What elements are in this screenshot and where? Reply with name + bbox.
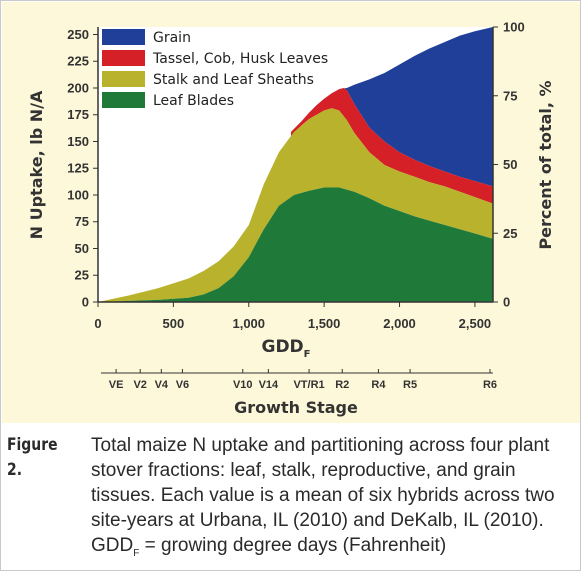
growth-stage-label: VT/R1 — [293, 379, 324, 391]
growth-stage-label: R5 — [403, 379, 417, 391]
growth-stage-title: Growth Stage — [234, 398, 358, 417]
growth-stage-label: V2 — [133, 379, 146, 391]
y-tick-label: 125 — [67, 161, 89, 176]
legend-swatch-leaf-blades — [102, 92, 145, 108]
series-area-tassel-cob-husk-leaves — [291, 88, 493, 204]
x-tick-label: 2,500 — [459, 316, 492, 331]
x-tick-label: 0 — [94, 316, 101, 331]
y-axis-title-left: N Uptake, lb N/A — [27, 90, 46, 239]
y-tick-label: 225 — [67, 54, 89, 69]
legend-label-grain: Grain — [153, 30, 191, 46]
legend-label-leaf-blades: Leaf Blades — [153, 93, 234, 109]
y-tick-label: 25 — [75, 268, 89, 283]
y-tick-label: 150 — [67, 134, 89, 149]
y-right-tick-label: 75 — [503, 88, 517, 103]
caption-subscript: F — [133, 547, 140, 559]
legend-label-stalk-and-leaf-sheaths: Stalk and Leaf Sheaths — [153, 72, 314, 88]
caption-text: Total maize N uptake and partitioning ac… — [91, 433, 573, 566]
n-uptake-chart: 0 25 50 75 100 125 150 175 200 225 250 0 25 50 75 100 0 5… — [27, 20, 555, 418]
legend-swatch-tassel-cob-husk-leaves — [102, 50, 145, 66]
x-tick-label: 500 — [163, 316, 185, 331]
figure-caption: Figure 2. Total maize N uptake and parti… — [7, 433, 573, 559]
y-tick-label: 50 — [75, 241, 89, 256]
caption-label: Figure 2. — [7, 435, 58, 480]
caption-body: Total maize N uptake and partitioning ac… — [91, 435, 555, 556]
x-tick-label: 1,000 — [232, 316, 265, 331]
growth-stage-label: V10 — [233, 379, 253, 391]
chart-panel: 0 25 50 75 100 125 150 175 200 225 250 0 25 50 75 100 0 5… — [2, 2, 580, 423]
growth-stage-label: V4 — [155, 379, 169, 391]
growth-stage-label: V14 — [259, 379, 279, 391]
series-area-grain — [339, 27, 493, 187]
y-right-tick-label: 25 — [503, 226, 517, 241]
x-tick-label: 2,000 — [383, 316, 416, 331]
growth-stage-label: R2 — [335, 379, 349, 391]
y-tick-label: 0 — [82, 295, 89, 310]
series-area-leaf-blades — [98, 187, 493, 302]
x-axis-title: GDDF — [261, 337, 310, 360]
growth-stage-label: VE — [109, 379, 124, 391]
y-right-tick-label: 0 — [503, 295, 510, 310]
y-tick-label: 175 — [67, 107, 89, 122]
caption-tail: = growing degree days (Fahrenheit) — [139, 535, 447, 556]
y-tick-label: 200 — [67, 80, 89, 95]
y-tick-label: 250 — [67, 27, 89, 42]
y-tick-label: 100 — [67, 187, 89, 202]
y-axis-title-right: Percent of total, % — [536, 80, 555, 249]
legend-swatch-grain — [102, 29, 145, 45]
y-right-tick-label: 50 — [503, 157, 517, 172]
growth-stage-label: R6 — [483, 379, 497, 391]
legend-label-tassel-cob-husk-leaves: Tassel, Cob, Husk Leaves — [152, 51, 328, 67]
series-area-stalk-and-leaf-sheaths — [98, 108, 493, 302]
growth-stage-label: R4 — [371, 379, 386, 391]
legend-swatch-stalk-and-leaf-sheaths — [102, 71, 145, 87]
y-tick-label: 75 — [75, 214, 89, 229]
x-tick-label: 1,500 — [308, 316, 341, 331]
y-right-tick-label: 100 — [503, 20, 525, 35]
growth-stage-label: V6 — [176, 379, 189, 391]
